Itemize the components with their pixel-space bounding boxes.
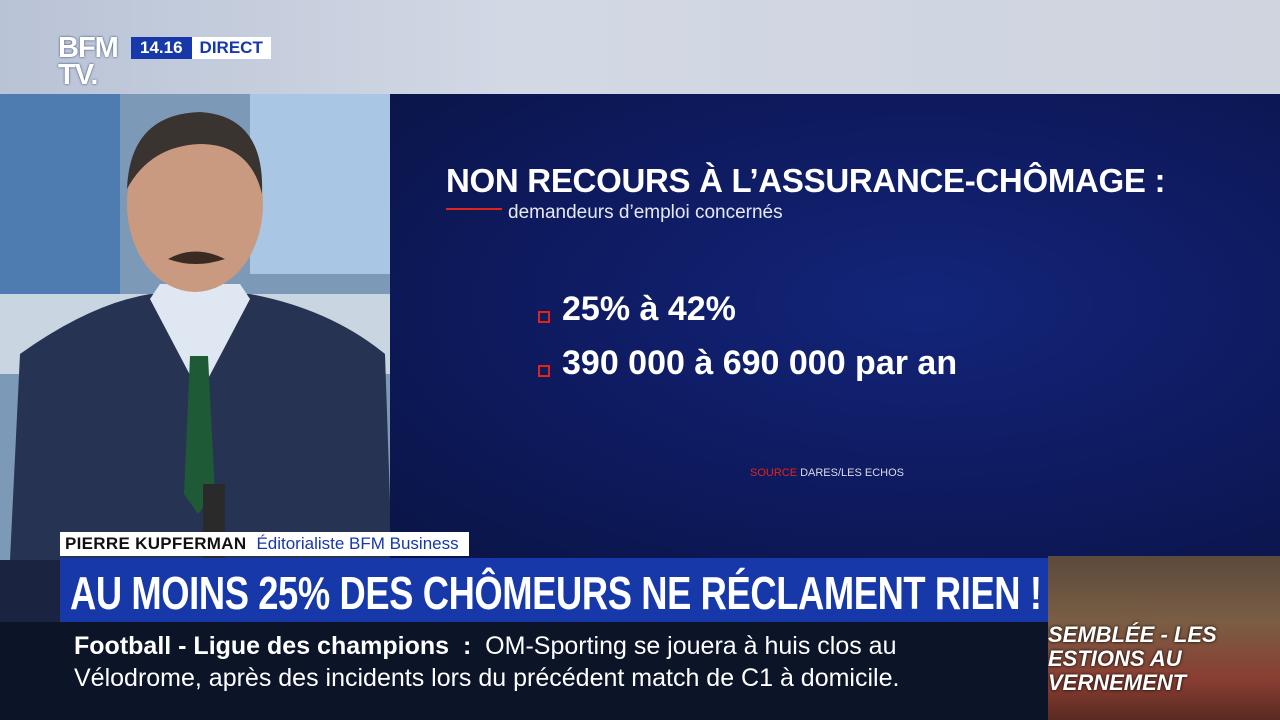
graphic-subtitle: demandeurs d’emploi concernés [508,202,783,223]
bullet-text: 390 000 à 690 000 par an [562,344,958,382]
guest-name: PIERRE KUPFERMAN [65,534,247,553]
guest-role: Éditorialiste BFM Business [256,534,459,553]
channel-logo: BFM TV. [58,32,124,91]
thumbnail-text: SEMBLÉE - LES [1048,622,1217,647]
clock: 14.16 DIRECT [131,37,271,59]
time: 14.16 [131,37,192,59]
accent-rule [446,208,502,210]
ticker-topic: Football - Ligue des champions [74,632,450,660]
guest-bar: PIERRE KUPFERMAN Éditorialiste BFM Busin… [60,532,469,556]
headline: AU MOINS 25% DES CHÔMEURS NE RÉCLAMENT R… [70,567,1042,619]
ticker-line: Football - Ligue des champions : OM-Spor… [74,632,897,661]
graphic-title: NON RECOURS À L’ASSURANCE-CHÔMAGE : [446,162,1166,199]
live-status: DIRECT [191,37,271,59]
logo-line: TV. [58,59,98,91]
news-ticker: Football - Ligue des champions : OM-Spor… [0,622,1048,720]
source: SOURCE DARES/LES ECHOS [750,467,904,479]
ticker-separator: : [462,632,472,660]
thumbnail-text: ESTIONS AU [1048,646,1182,671]
source-text: DARES/LES ECHOS [800,467,904,479]
thumbnail-text: VERNEMENT [1048,670,1187,695]
ticker-text: OM-Sporting se jouera à huis clos au [485,632,897,660]
bullet-text: 25% à 42% [562,290,736,328]
bullet-item: 390 000 à 690 000 par an [538,344,957,383]
info-graphic: NON RECOURS À L’ASSURANCE-CHÔMAGE : dema… [390,94,1280,560]
ticker-text: Vélodrome, après des incidents lors du p… [74,664,900,692]
logo-line: BFM [58,32,119,64]
studio-view [0,94,392,560]
studio-scene [0,94,392,560]
headline-bar: AU MOINS 25% DES CHÔMEURS NE RÉCLAMENT R… [60,558,1048,622]
program-thumbnail: SEMBLÉE - LES ESTIONS AU VERNEMENT [1048,556,1280,720]
source-label: SOURCE [750,467,798,479]
bullet-item: 25% à 42% [538,290,736,329]
